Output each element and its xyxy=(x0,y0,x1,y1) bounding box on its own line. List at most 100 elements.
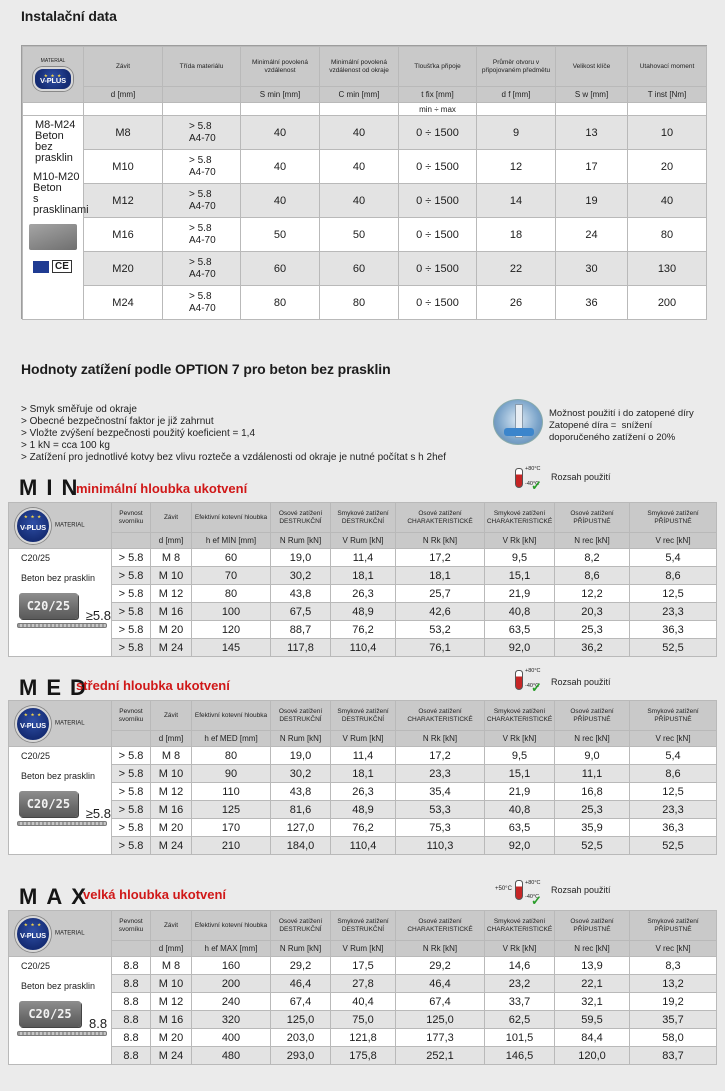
table-max-wrap: V-PLUS MATERIAL Pevnost svorníkuZávitEfekt… xyxy=(8,910,717,1065)
load-cell: > 5.8 xyxy=(111,746,151,765)
load-cell: 84,4 xyxy=(554,1028,630,1047)
vplus-badge: V-PLUS xyxy=(15,507,51,544)
load-cell: 32,1 xyxy=(554,992,630,1011)
unit-cell: S min [mm] xyxy=(240,86,320,103)
temp-range-med xyxy=(515,670,523,690)
load-cell: 11,4 xyxy=(330,746,396,765)
load-cell: M 24 xyxy=(150,836,192,855)
table-med-wrap: V-PLUS MATERIAL Pevnost svorníkuZávitEfekt… xyxy=(8,700,717,855)
load-cell: 5,4 xyxy=(629,746,717,765)
load-cell: 25,3 xyxy=(554,800,630,819)
install-cell: M20 xyxy=(83,251,163,286)
load-col-header: Závit xyxy=(150,700,192,731)
concrete-block-icon xyxy=(29,224,77,250)
concrete-class: C20/25 xyxy=(21,553,51,563)
install-cell: 60 xyxy=(319,251,399,286)
load-col-header: Smykové zatížení CHARAKTERISTICKÉ xyxy=(484,502,555,533)
load-cell: 120,0 xyxy=(554,1046,630,1065)
bolt-strength-label: ≥5.8 xyxy=(85,608,111,623)
temp-lo: -40°C xyxy=(525,481,540,487)
concrete-type: Beton bez prasklin xyxy=(21,573,96,583)
load-cell: 18,1 xyxy=(395,566,485,585)
load-col-header: Osové zatížení DESTRUKČNÍ xyxy=(270,700,331,731)
load-cell: 46,4 xyxy=(395,974,485,993)
col-header: Minimální povolená vzdálenost od okraje xyxy=(319,46,399,87)
flooded-hole-icon xyxy=(493,399,543,445)
load-cell: 40,8 xyxy=(484,800,555,819)
load-cell: > 5.8 xyxy=(111,764,151,783)
vplus-badge: V-PLUS xyxy=(15,705,51,742)
install-cell: 40 xyxy=(627,183,707,218)
table-max: V-PLUS MATERIAL Pevnost svorníkuZávitEfekt… xyxy=(8,910,717,1065)
check-icon: ✓ xyxy=(531,893,542,908)
load-cell: M 12 xyxy=(150,584,192,603)
load-col-header: V-PLUS MATERIAL xyxy=(8,910,112,957)
load-cell: 53,2 xyxy=(395,620,485,639)
load-cell: 63,5 xyxy=(484,818,555,837)
load-cell: 8,6 xyxy=(554,566,630,585)
install-cell: > 5.8 A4-70 xyxy=(162,115,241,150)
col-header: Minimální povolená vzdálenost xyxy=(240,46,320,87)
load-col-header: Osové zatížení DESTRUKČNÍ xyxy=(270,502,331,533)
concrete-block-icon: C20/25 xyxy=(19,1001,81,1027)
load-cell: 22,1 xyxy=(554,974,630,993)
load-cell: 8.8 xyxy=(111,1028,151,1047)
load-cell: M 8 xyxy=(150,956,192,975)
load-cell: 29,2 xyxy=(270,956,331,975)
install-cell: 0 ÷ 1500 xyxy=(398,217,477,252)
load-cell: 12,5 xyxy=(629,584,717,603)
section-max-code: MAX xyxy=(19,884,95,909)
load-cell: 27,8 xyxy=(330,974,396,993)
load-cell: 170 xyxy=(191,818,271,837)
load-col-header: Efektivní kotevní hloubka xyxy=(191,502,271,533)
unit-cell: T inst [Nm] xyxy=(627,86,707,103)
install-row: M12 > 5.8 A4-70 40 40 0 ÷ 1500 14 19 40 xyxy=(23,183,707,218)
load-cell: 30,2 xyxy=(270,566,331,585)
load-cell: 9,5 xyxy=(484,746,555,765)
load-unit-cell: V rec [kN] xyxy=(629,532,717,549)
load-col-header: Efektivní kotevní hloubka xyxy=(191,910,271,941)
load-cell: M 16 xyxy=(150,1010,192,1029)
load-cell: 203,0 xyxy=(270,1028,331,1047)
load-unit-cell: V Rum [kN] xyxy=(330,940,396,957)
load-cell: 17,2 xyxy=(395,548,485,567)
load-cell: 252,1 xyxy=(395,1046,485,1065)
install-cell: 0 ÷ 1500 xyxy=(398,115,477,150)
temp-hi: +80°C xyxy=(525,466,541,472)
load-cell: > 5.8 xyxy=(111,818,151,837)
load-cell: 76,2 xyxy=(330,620,396,639)
load-row: > 5.8 M 10 70 30,2 18,1 18,1 15,1 8,6 8,6 xyxy=(9,566,717,585)
load-cell: 36,3 xyxy=(629,818,717,837)
concrete-cell: C20/25 Beton bez prasklin C20/25 ≥5.8 xyxy=(8,746,112,855)
flood-note: Možnost použití i do zatopené díry Zatop… xyxy=(549,408,694,443)
load-unit-cell: N Rk [kN] xyxy=(395,940,485,957)
load-cell: 117,8 xyxy=(270,638,331,657)
load-cell: M 8 xyxy=(150,548,192,567)
load-cell: 8.8 xyxy=(111,992,151,1011)
load-row: C20/25 Beton bez prasklin C20/25 8.8 8.8 M 8 1… xyxy=(8,956,717,1065)
load-cell: 480 xyxy=(191,1046,271,1065)
load-row: > 5.8 M 20 120 88,7 76,2 53,2 63,5 25,3 36,3 xyxy=(9,620,717,639)
install-cell: 12 xyxy=(476,149,556,184)
load-col-header: Osové zatížení CHARAKTERISTICKÉ xyxy=(395,502,485,533)
load-cell: 75,0 xyxy=(330,1010,396,1029)
concrete-class: C20/25 xyxy=(21,961,51,971)
concrete-cell: C20/25 Beton bez prasklin C20/25 ≥5.8 xyxy=(8,548,112,657)
temp-hi: +80°C xyxy=(525,880,541,886)
install-cell: M16 xyxy=(83,217,163,252)
load-cell: > 5.8 xyxy=(111,836,151,855)
load-cell: 52,5 xyxy=(629,836,717,855)
load-unit-cell: d [mm] xyxy=(150,940,192,957)
load-cell: 320 xyxy=(191,1010,271,1029)
load-unit-cell: N Rk [kN] xyxy=(395,730,485,747)
load-cell: 25,7 xyxy=(395,584,485,603)
load-cell: 18,1 xyxy=(330,764,396,783)
load-unit-cell: N Rum [kN] xyxy=(270,940,331,957)
load-cell: 40,4 xyxy=(330,992,396,1011)
load-cell: 8,6 xyxy=(629,764,717,783)
load-cell: 125,0 xyxy=(270,1010,331,1029)
temp-hi: +80°C xyxy=(525,668,541,674)
concrete-class: C20/25 xyxy=(21,751,51,761)
install-cell: 14 xyxy=(476,183,556,218)
concrete-cell: C20/25 Beton bez prasklin C20/25 8.8 xyxy=(8,956,112,1065)
